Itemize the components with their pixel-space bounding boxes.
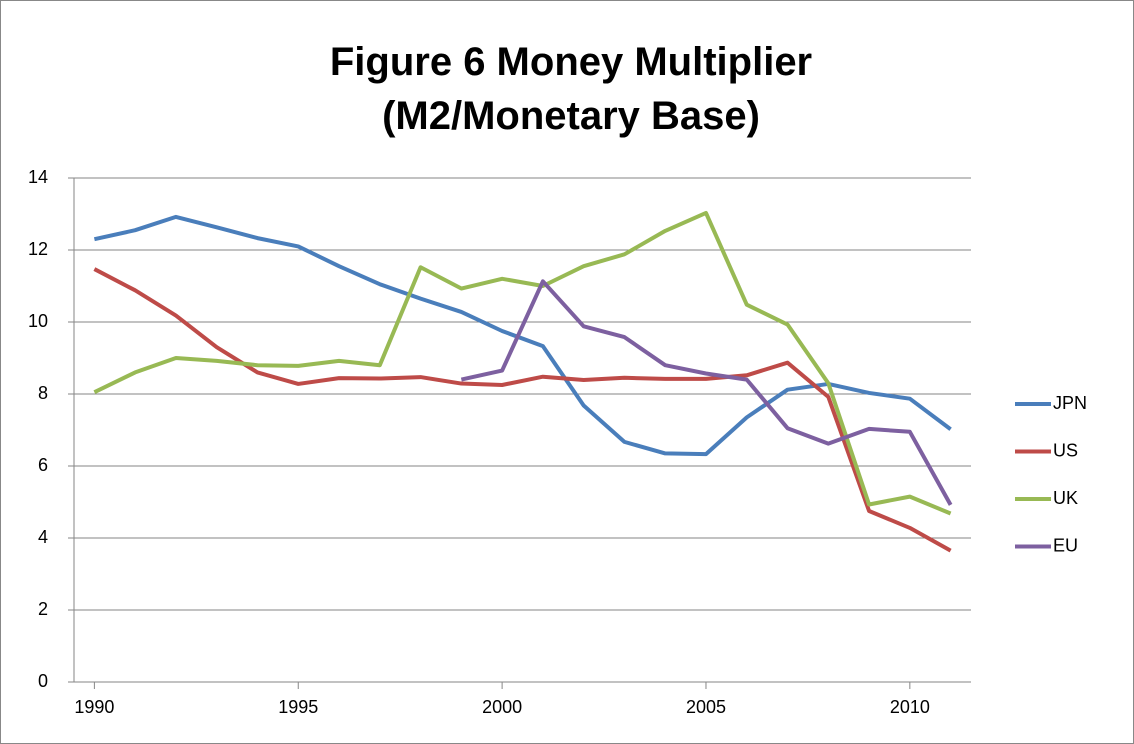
y-tick-label: 6 xyxy=(38,455,48,475)
legend-label: UK xyxy=(1053,488,1078,508)
y-tick-label: 14 xyxy=(28,167,48,187)
x-tick-label: 2000 xyxy=(482,697,522,717)
legend-label: EU xyxy=(1053,535,1078,555)
legend-label: JPN xyxy=(1053,393,1087,413)
series-line xyxy=(460,279,953,506)
y-tick-label: 2 xyxy=(38,599,48,619)
x-tick-label: 1995 xyxy=(278,697,318,717)
y-tick-label: 0 xyxy=(38,671,48,691)
series-line xyxy=(93,214,952,457)
series-line xyxy=(93,267,952,553)
y-tick-label: 12 xyxy=(28,239,48,259)
y-tick-label: 4 xyxy=(38,527,48,547)
chart-title: Figure 6 Money Multiplier (M2/Monetary B… xyxy=(329,40,813,138)
x-tick-label: 1990 xyxy=(74,697,114,717)
x-tick-label: 2005 xyxy=(686,697,726,717)
y-tick-label: 10 xyxy=(28,311,48,331)
legend-label: US xyxy=(1053,440,1078,460)
y-tick-label: 8 xyxy=(38,383,48,403)
x-tick-label: 2010 xyxy=(890,697,930,717)
series-line xyxy=(93,210,952,516)
